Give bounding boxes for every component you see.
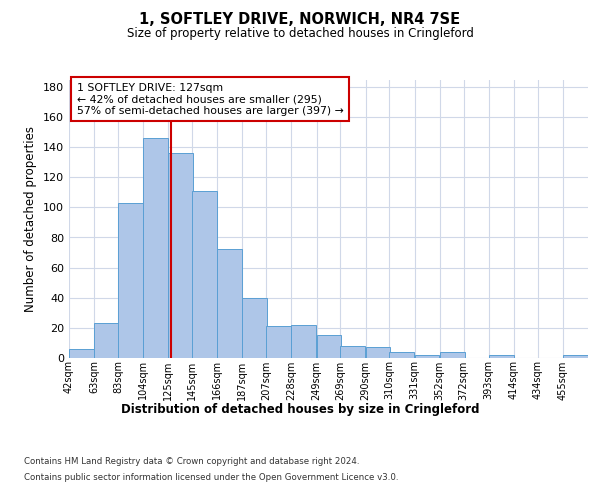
Bar	[563, 354, 588, 358]
Bar	[489, 354, 514, 358]
Bar	[143, 138, 168, 358]
Bar	[217, 250, 242, 358]
Bar	[292, 324, 316, 358]
Bar	[168, 154, 193, 358]
Text: 1 SOFTLEY DRIVE: 127sqm
← 42% of detached houses are smaller (295)
57% of semi-d: 1 SOFTLEY DRIVE: 127sqm ← 42% of detache…	[77, 83, 344, 116]
Bar	[440, 352, 464, 358]
Text: Size of property relative to detached houses in Cringleford: Size of property relative to detached ho…	[127, 28, 473, 40]
Bar	[266, 326, 291, 358]
Bar	[365, 347, 391, 358]
Bar	[118, 203, 143, 358]
Bar	[389, 352, 415, 358]
Bar	[317, 335, 341, 357]
Bar	[242, 298, 267, 358]
Bar	[69, 348, 94, 358]
Text: Contains HM Land Registry data © Crown copyright and database right 2024.: Contains HM Land Registry data © Crown c…	[24, 458, 359, 466]
Y-axis label: Number of detached properties: Number of detached properties	[25, 126, 37, 312]
Bar	[94, 323, 119, 358]
Bar	[415, 354, 439, 358]
Text: 1, SOFTLEY DRIVE, NORWICH, NR4 7SE: 1, SOFTLEY DRIVE, NORWICH, NR4 7SE	[139, 12, 461, 28]
Text: Distribution of detached houses by size in Cringleford: Distribution of detached houses by size …	[121, 402, 479, 415]
Text: Contains public sector information licensed under the Open Government Licence v3: Contains public sector information licen…	[24, 472, 398, 482]
Bar	[192, 191, 217, 358]
Bar	[340, 346, 365, 358]
